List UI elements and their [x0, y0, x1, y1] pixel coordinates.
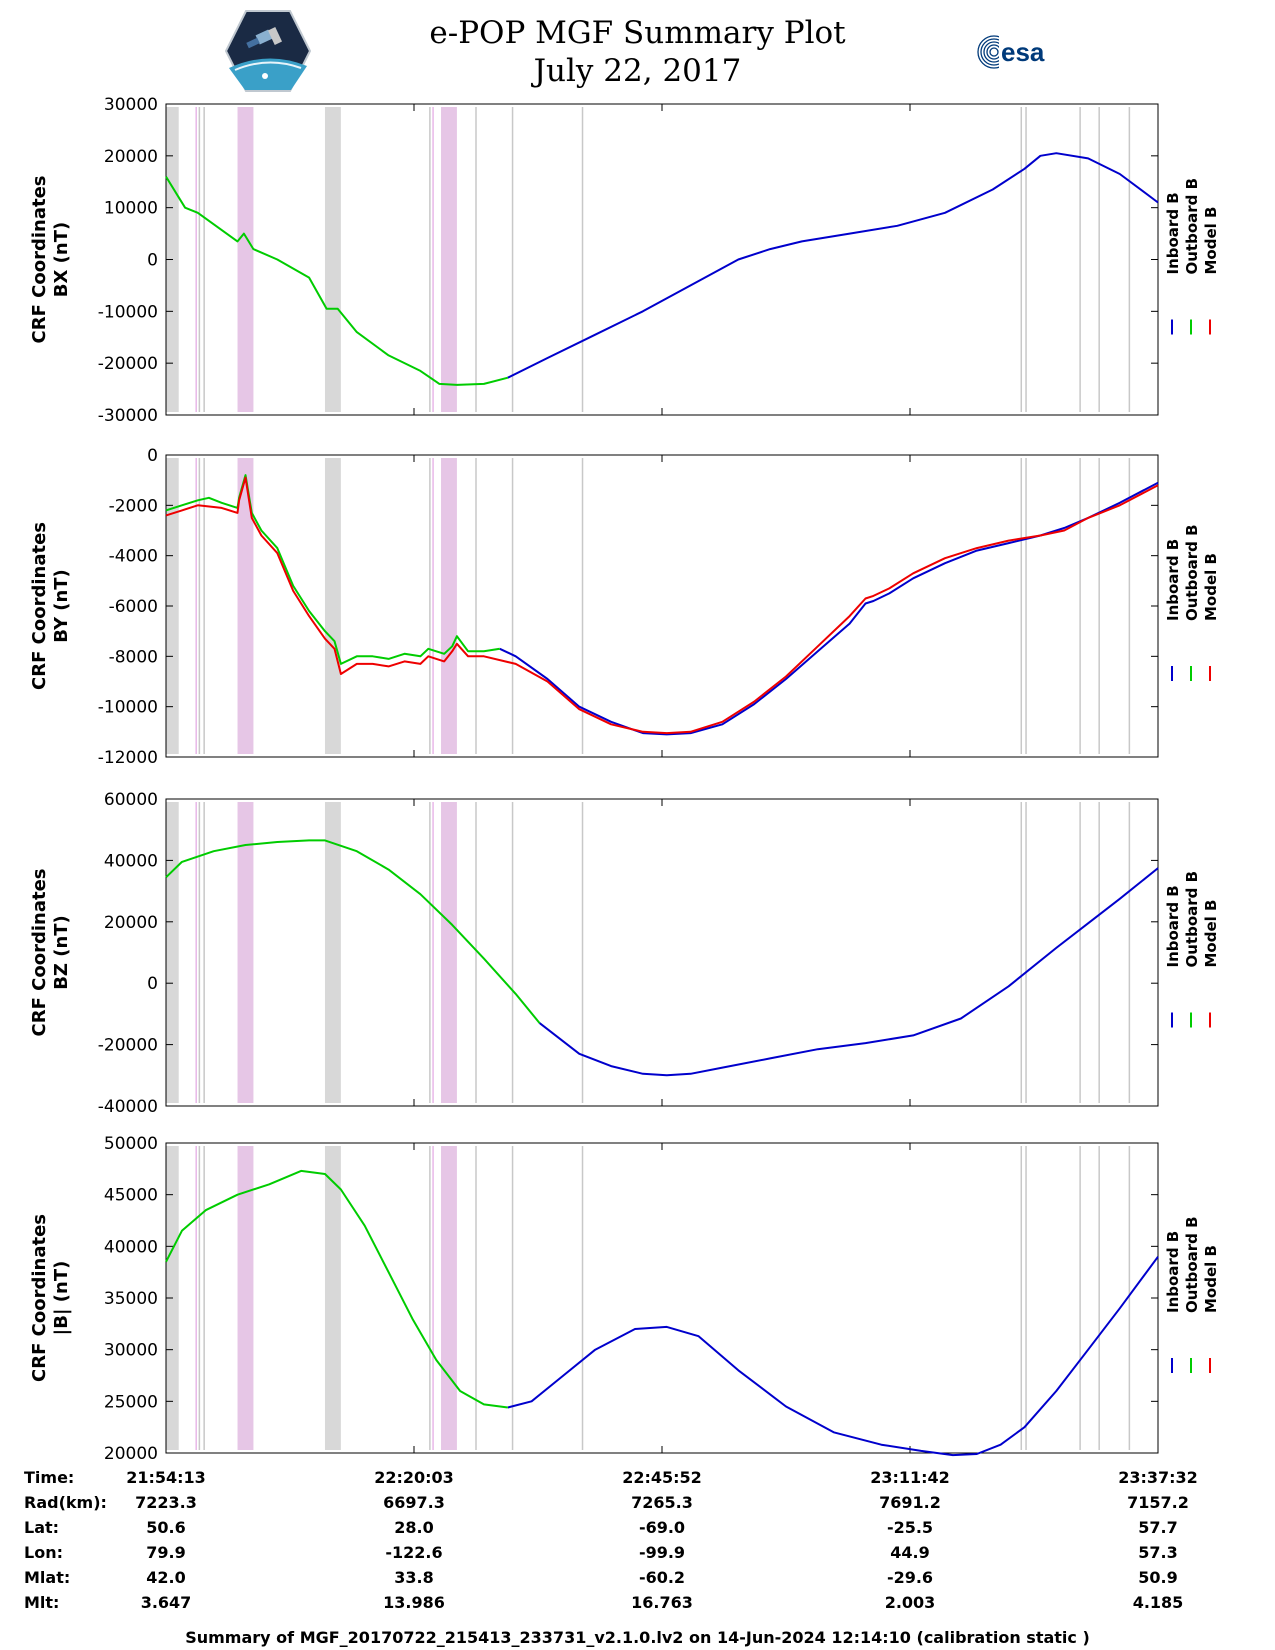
legend-label: Outboard B: [1183, 524, 1201, 621]
y-tick-label: 20000: [104, 1444, 158, 1464]
y-axis-label-line1: CRF Coordinates: [29, 176, 50, 344]
y-axis-label-line2: BZ (nT): [51, 915, 72, 990]
y-tick-label: -30000: [98, 406, 158, 426]
y-tick-label: -6000: [109, 597, 158, 617]
y-tick-label: 0: [147, 251, 158, 271]
gray-shade-band: [324, 1146, 341, 1450]
series-outboard-b: [165, 1169, 508, 1409]
pink-shade-band: [237, 458, 254, 754]
y-tick-label: -4000: [109, 547, 158, 567]
plot-frame: [165, 103, 1159, 416]
footer-summary: Summary of MGF_20170722_215413_233731_v2…: [185, 1628, 1090, 1647]
legend-label: Inboard B: [1164, 885, 1182, 967]
y-tick-label: 0: [147, 974, 158, 994]
y-tick-label: 40000: [104, 1237, 158, 1257]
legend-label: Inboard B: [1164, 539, 1182, 621]
legend-label: Model B: [1202, 553, 1220, 621]
gray-shade-band: [324, 802, 341, 1103]
y-tick-label: 50000: [104, 1134, 158, 1154]
legend-label: Outboard B: [1183, 871, 1201, 968]
y-tick-label: 20000: [104, 913, 158, 933]
panel-2: 0 -2000 -4000 -6000 -8000 -10000 -12000 CRF Coo…: [29, 446, 1220, 768]
pink-shade-band: [441, 1146, 457, 1450]
gray-shade-band: [324, 107, 341, 412]
pink-shade-band: [237, 1146, 254, 1450]
legend-label: Model B: [1202, 1245, 1220, 1313]
y-tick-label: 60000: [104, 790, 158, 810]
pink-shade-band: [237, 802, 254, 1103]
y-tick-label: -20000: [98, 1036, 158, 1056]
pink-shade-band: [441, 458, 457, 754]
y-tick-label: 45000: [104, 1186, 158, 1206]
y-tick-label: -12000: [98, 748, 158, 768]
plot-frame: [165, 1142, 1159, 1454]
panel-1: 30000 20000 10000 0 -10000 -20000 -30000 CRF Co…: [29, 95, 1220, 426]
cassiope-satellite-logo: [225, 10, 311, 92]
series-model-b: [165, 476, 1159, 735]
esa-logo: esa: [977, 35, 1045, 69]
legend-label: Model B: [1202, 900, 1220, 968]
esa-logo-text: esa: [1001, 37, 1045, 67]
y-tick-label: -40000: [98, 1097, 158, 1117]
series-outboard-b: [165, 839, 541, 1024]
series-inboard-b: [507, 1256, 1159, 1457]
y-axis-label-line1: CRF Coordinates: [29, 1214, 50, 1382]
y-axis-label-line1: CRF Coordinates: [29, 522, 50, 690]
pink-shade-band: [237, 107, 254, 412]
pink-shade-band: [441, 107, 457, 412]
gray-shade-band: [166, 802, 179, 1103]
panel-3: 60000 40000 20000 0 -20000 -40000 CRF Coordina…: [29, 790, 1220, 1117]
y-axis-label: CRF Coordinates|B| (nT): [29, 1214, 72, 1382]
legend-label: Outboard B: [1183, 1216, 1201, 1313]
plot-title-line2: July 22, 2017: [533, 53, 742, 89]
panel-4: 50000 45000 40000 35000 30000 25000 20000 CRF C…: [29, 1134, 1220, 1464]
series-inboard-b: [538, 867, 1159, 1077]
y-tick-label: 0: [147, 446, 158, 466]
y-axis-label-line2: BY (nT): [51, 569, 72, 643]
y-tick-label: -2000: [109, 496, 158, 516]
legend-label: Inboard B: [1164, 1231, 1182, 1313]
y-tick-label: 40000: [104, 851, 158, 871]
series-inboard-b: [499, 481, 1159, 736]
y-tick-label: 35000: [104, 1289, 158, 1309]
y-axis-label: CRF CoordinatesBX (nT): [29, 176, 72, 344]
y-axis-label-line2: |B| (nT): [51, 1261, 72, 1336]
gray-shade-band: [324, 458, 341, 754]
y-axis-label: CRF CoordinatesBY (nT): [29, 522, 72, 690]
y-tick-label: -8000: [109, 647, 158, 667]
legend-label: Inboard B: [1164, 192, 1182, 274]
plot-frame: [165, 454, 1159, 758]
y-tick-label: 20000: [104, 147, 158, 167]
y-tick-label: -20000: [98, 354, 158, 374]
y-tick-label: 25000: [104, 1392, 158, 1412]
plot-title-line1: e-POP MGF Summary Plot: [429, 15, 846, 51]
pink-shade-band: [441, 802, 457, 1103]
y-tick-label: -10000: [98, 698, 158, 718]
plot-title: e-POP MGF Summary Plot July 22, 2017: [0, 14, 1275, 90]
y-axis-label: CRF CoordinatesBZ (nT): [29, 869, 72, 1037]
plot-frame: [165, 798, 1159, 1107]
y-tick-label: 10000: [104, 199, 158, 219]
y-tick-label: -10000: [98, 302, 158, 322]
y-tick-label: 30000: [104, 95, 158, 115]
legend-label: Outboard B: [1183, 178, 1201, 275]
series-outboard-b: [165, 176, 509, 386]
y-axis-label-line2: BX (nT): [51, 222, 72, 297]
y-tick-label: 30000: [104, 1341, 158, 1361]
series-outboard-b: [165, 474, 500, 665]
y-axis-label-line1: CRF Coordinates: [29, 869, 50, 1037]
legend-label: Model B: [1202, 207, 1220, 275]
series-inboard-b: [507, 152, 1159, 379]
